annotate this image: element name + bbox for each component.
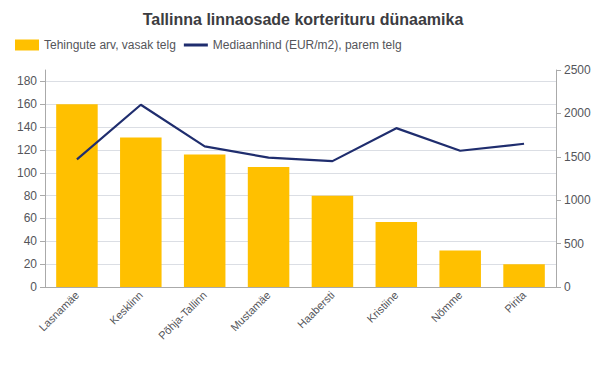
- svg-text:Pirita: Pirita: [502, 288, 529, 315]
- svg-text:Mediaanhind (EUR/m2), parem te: Mediaanhind (EUR/m2), parem telg: [213, 38, 402, 52]
- svg-text:Lasnamäe: Lasnamäe: [36, 289, 81, 334]
- svg-text:Põhja-Tallinn: Põhja-Tallinn: [156, 289, 209, 342]
- svg-text:0: 0: [30, 280, 37, 294]
- svg-text:Tehingute arv, vasak telg: Tehingute arv, vasak telg: [44, 38, 176, 52]
- svg-text:180: 180: [17, 74, 37, 88]
- svg-text:1000: 1000: [564, 193, 591, 207]
- svg-text:100: 100: [17, 166, 37, 180]
- svg-text:20: 20: [24, 257, 38, 271]
- svg-text:0: 0: [564, 280, 571, 294]
- svg-text:140: 140: [17, 120, 37, 134]
- svg-text:2500: 2500: [564, 63, 591, 77]
- svg-text:Nõmme: Nõmme: [429, 289, 465, 325]
- svg-text:2000: 2000: [564, 106, 591, 120]
- svg-text:1500: 1500: [564, 150, 591, 164]
- svg-text:Haabersti: Haabersti: [295, 289, 337, 331]
- svg-text:500: 500: [564, 237, 584, 251]
- svg-text:160: 160: [17, 97, 37, 111]
- svg-text:Kristiine: Kristiine: [364, 289, 400, 325]
- svg-text:60: 60: [24, 211, 38, 225]
- svg-text:80: 80: [24, 189, 38, 203]
- svg-text:Tallinna linnaosade korteritur: Tallinna linnaosade korterituru dünaamik…: [143, 11, 464, 28]
- svg-text:Kesklinn: Kesklinn: [107, 289, 145, 327]
- svg-text:Mustamäe: Mustamäe: [228, 289, 273, 334]
- svg-text:120: 120: [17, 143, 37, 157]
- svg-text:40: 40: [24, 234, 38, 248]
